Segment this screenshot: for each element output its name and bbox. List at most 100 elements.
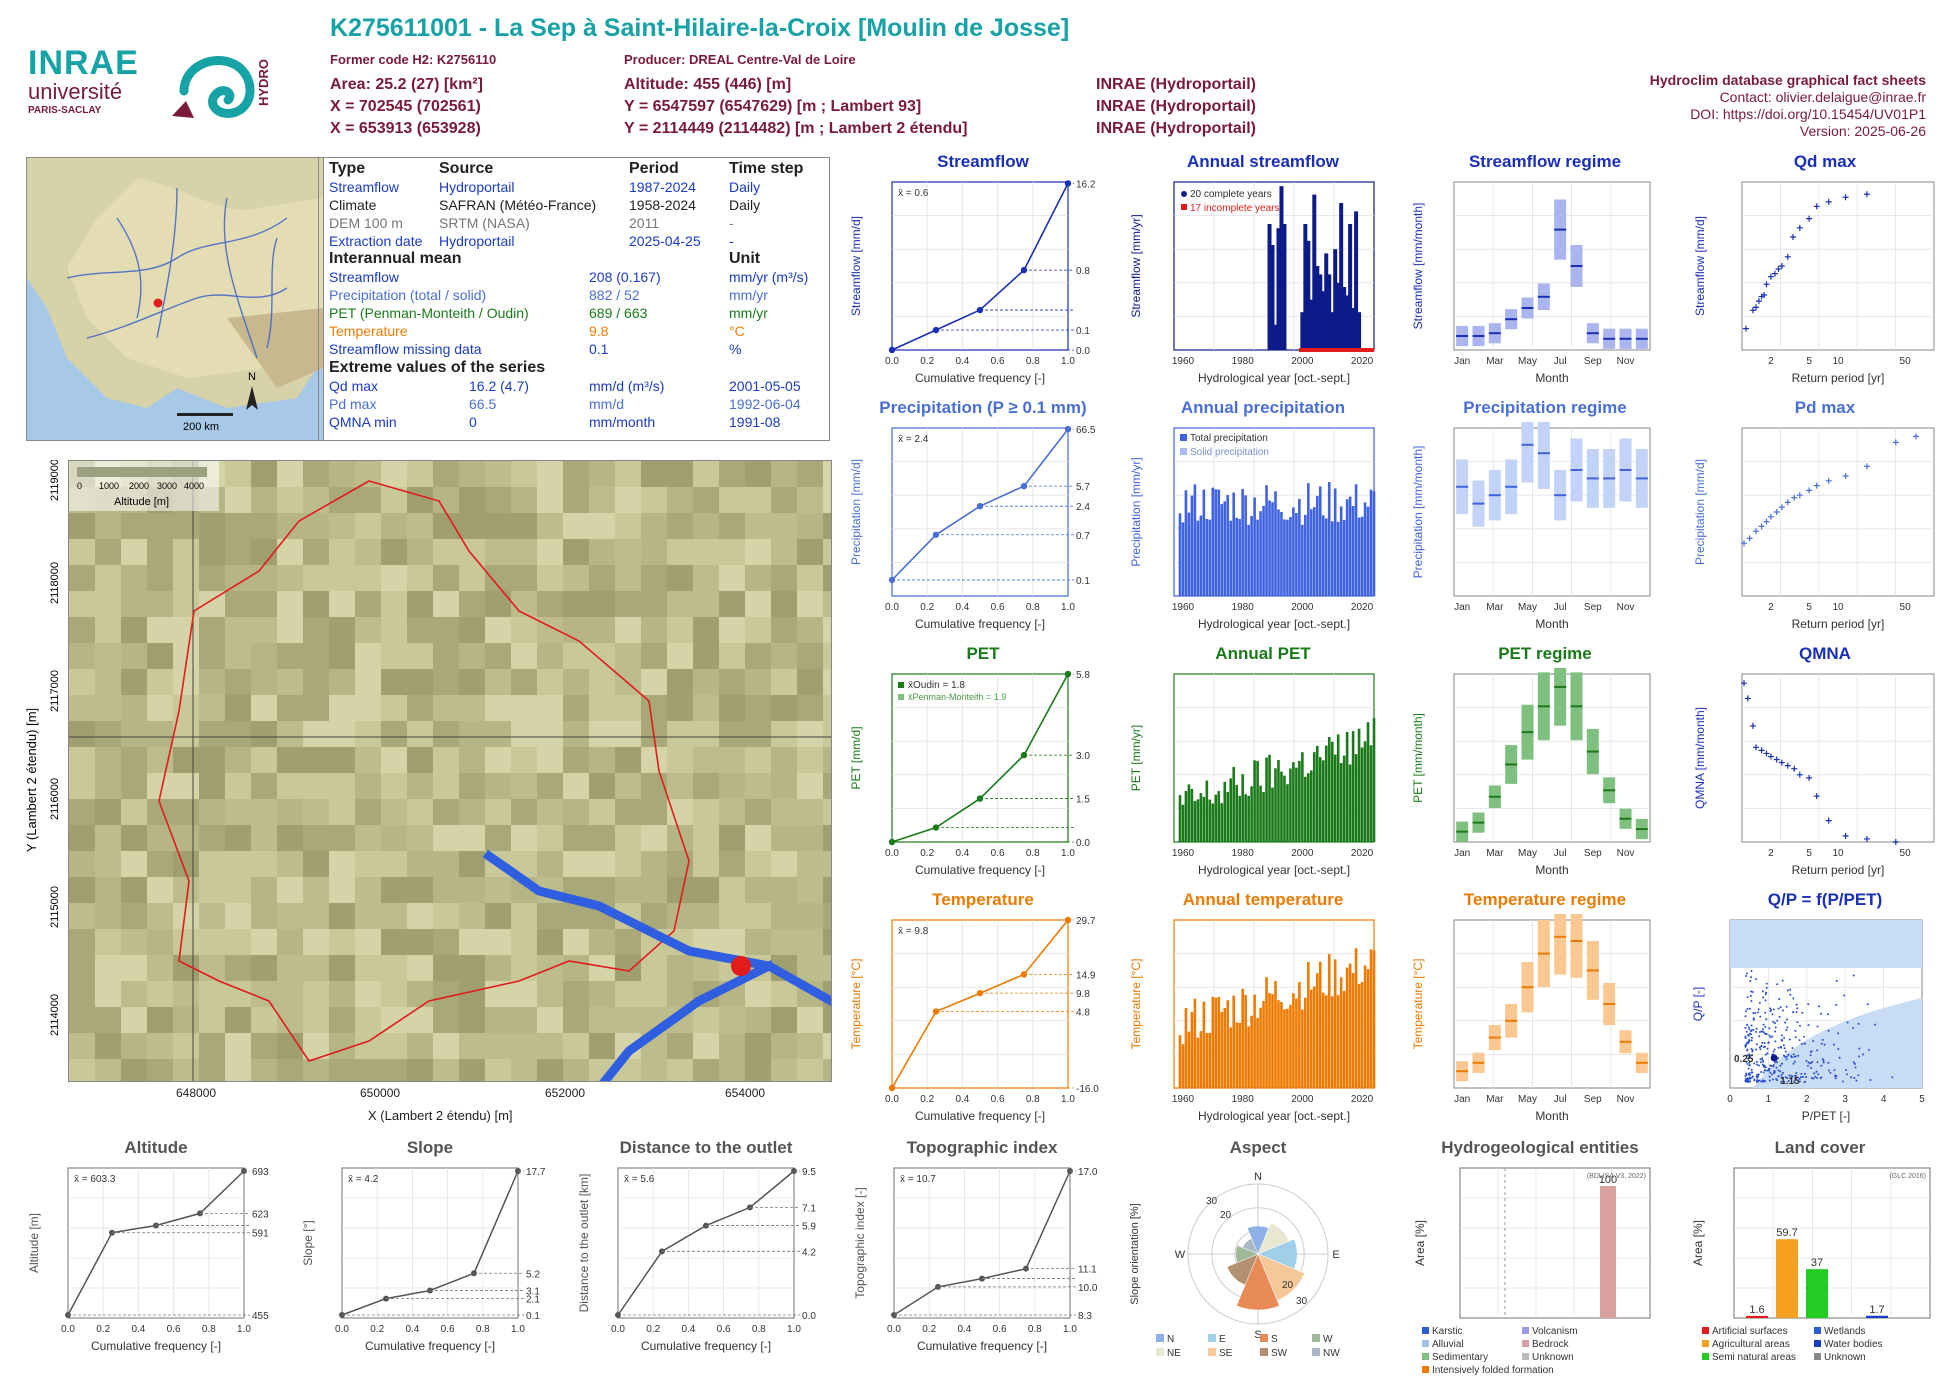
qp-point [1786, 1018, 1789, 1021]
qp-point [1777, 1007, 1780, 1010]
cell: DEM 100 m [329, 215, 403, 231]
x-tick: 0.2 [920, 356, 934, 367]
qp-point [1768, 1079, 1771, 1082]
bar [1280, 771, 1283, 842]
legend-swatch [1181, 204, 1187, 210]
y-label: Streamflow [mm/yr] [1129, 214, 1143, 317]
qp-point [1772, 1063, 1775, 1066]
y-label: Area [%] [1413, 1220, 1427, 1266]
bar [1300, 312, 1305, 350]
x-tick: Mar [1486, 602, 1504, 613]
cdf-chart-dist_cdf: 9.5 7.1 5.9 4.2 0.0 0.0 0.2 0.4 0.6 0.8 1.0 Cumulat… [577, 1167, 816, 1353]
cdf-point [888, 1084, 896, 1092]
rp-point [1784, 253, 1791, 260]
bar [1247, 524, 1250, 596]
qp-point [1750, 1029, 1753, 1032]
qp-point [1779, 1006, 1782, 1009]
bar [1345, 499, 1349, 596]
qp-point [1780, 1038, 1783, 1041]
qp-point [1773, 1072, 1776, 1075]
qp-point [1793, 1055, 1796, 1058]
qp-point [1814, 1075, 1817, 1078]
rp-point [1842, 832, 1849, 839]
legend-label: 20 complete years [1190, 189, 1272, 200]
qp-point [1795, 1071, 1798, 1074]
legend-label: x̄Oudin = 1.8 [908, 680, 965, 691]
qp-point [1772, 1050, 1775, 1053]
bar [1307, 962, 1310, 1088]
qp-point [1810, 1077, 1813, 1080]
head-type: Type [329, 160, 366, 177]
legend-swatch [1422, 1327, 1429, 1334]
qp-point [1762, 996, 1765, 999]
qp-point [1816, 1049, 1819, 1052]
qp-point [1787, 1053, 1790, 1056]
qp-point [1780, 1076, 1783, 1079]
cdf-point [1064, 180, 1072, 187]
right-tick: 5.8 [1076, 670, 1090, 681]
rp-point [1778, 504, 1785, 511]
bar [1250, 786, 1253, 842]
rp-point [1753, 528, 1760, 535]
mean-label: x̄ = 4.2 [348, 1174, 379, 1185]
qp-point [1750, 1048, 1753, 1051]
plot-frame [1741, 181, 1935, 351]
bar [1181, 1044, 1185, 1088]
regime-chart-pet_regime: Jan Mar May Jul Sep Nov Month PET [mm/month] [1411, 668, 1651, 877]
rp-point [1773, 509, 1780, 515]
x-tick: 1980 [1232, 356, 1255, 367]
qp-scatter-chart: 0.25 1.15 0 1 2 3 4 5 P/PET [-] Q/P [-] [1691, 919, 1925, 1123]
y-label: Distance to the outlet [km] [577, 1174, 591, 1313]
bar [1776, 1239, 1798, 1318]
bar [1318, 274, 1323, 350]
x-tick: 654000 [725, 1086, 766, 1100]
regime-chart-p_regime: Jan Mar May Jul Sep Nov Month Precipitation [mm… [1411, 422, 1651, 631]
rp-point [1784, 762, 1791, 769]
qp-point [1784, 1021, 1787, 1024]
qp-point [1760, 1044, 1763, 1047]
bar [1301, 752, 1304, 842]
qp-a-label: 0.25 [1734, 1054, 1754, 1065]
legend-swatch [1422, 1340, 1429, 1347]
qp-point [1780, 1046, 1783, 1049]
qp-point [1761, 1079, 1764, 1082]
qp-point [1744, 1044, 1747, 1047]
y-label: Streamflow [mm/month] [1411, 203, 1425, 330]
qp-point [1748, 1056, 1751, 1059]
bar [1351, 973, 1355, 1088]
x-tick: 2 [1768, 602, 1774, 613]
bar [1330, 312, 1335, 350]
right-tick: 455 [252, 1311, 269, 1322]
qp-point [1788, 1074, 1791, 1077]
qp-point [1776, 1061, 1779, 1064]
panel-title: Temperature [932, 890, 1034, 909]
qp-point [1789, 1077, 1792, 1080]
producer: Producer: DREAL Centre-Val de Loire [624, 52, 856, 67]
cdf-point [791, 1168, 797, 1174]
qp-point [1767, 1041, 1770, 1044]
x-tick: 1.0 [1063, 1324, 1077, 1335]
qp-point [1765, 986, 1768, 989]
x-tick: 1.0 [511, 1324, 525, 1335]
right-tick: 29.7 [1076, 916, 1096, 927]
bar [1342, 519, 1346, 596]
cdf-point [935, 1283, 941, 1290]
bar [1600, 1186, 1616, 1318]
qp-point [1751, 1075, 1754, 1078]
bar [1187, 512, 1191, 596]
qp-point [1790, 1074, 1793, 1077]
bar [1327, 482, 1331, 596]
x-tick: 0.0 [885, 356, 899, 367]
bar [1199, 1031, 1203, 1088]
contact: Contact: olivier.delaigue@inrae.fr [1719, 89, 1926, 105]
bar [1315, 973, 1319, 1088]
regime-box [1537, 422, 1550, 489]
rp-point [1806, 774, 1813, 781]
x-label: Month [1535, 1109, 1568, 1123]
bar [1360, 747, 1364, 842]
qp-point [1757, 1011, 1760, 1014]
bar [1369, 745, 1373, 842]
rp-point [1796, 771, 1803, 778]
